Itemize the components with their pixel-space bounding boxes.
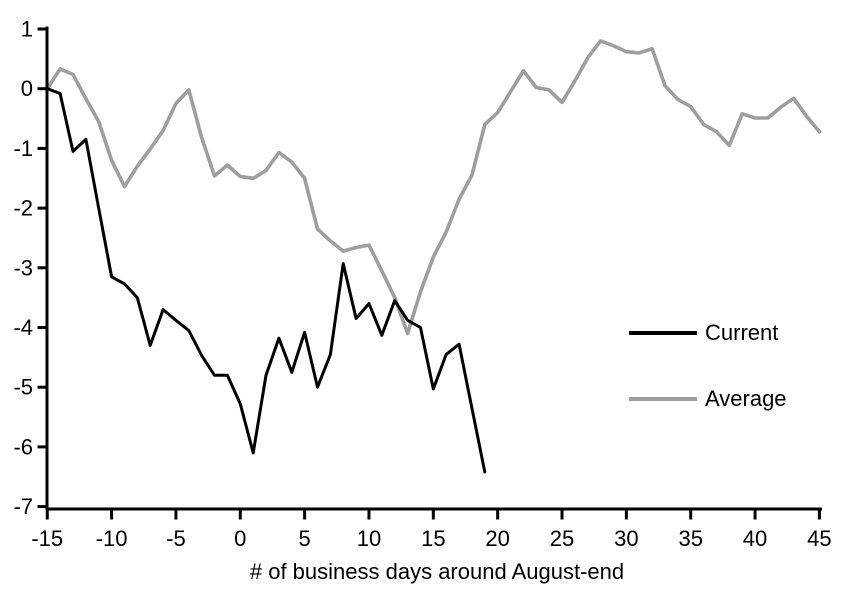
x-tick-label: 20 xyxy=(485,526,509,551)
y-tick-label: 0 xyxy=(21,76,33,101)
x-tick-label: 15 xyxy=(421,526,445,551)
x-tick-label: 40 xyxy=(743,526,767,551)
y-tick-label: -4 xyxy=(13,315,33,340)
average-line-swatch xyxy=(629,397,697,401)
y-tick-label: -3 xyxy=(13,255,33,280)
x-tick-label: -5 xyxy=(166,526,186,551)
x-tick-label: -10 xyxy=(96,526,128,551)
x-tick-label: -15 xyxy=(31,526,63,551)
x-axis-title: # of business days around August-end xyxy=(249,559,625,584)
y-tick-label: -6 xyxy=(13,434,33,459)
current-line-swatch xyxy=(629,331,697,335)
legend-item-current: Current xyxy=(629,320,787,346)
x-tick-label: 5 xyxy=(299,526,311,551)
x-tick-label: 0 xyxy=(234,526,246,551)
y-tick-label: -1 xyxy=(13,136,33,161)
x-tick-label: 25 xyxy=(550,526,574,551)
y-tick-label: -2 xyxy=(13,196,33,221)
average-line xyxy=(45,39,822,336)
x-tick-label: 30 xyxy=(614,526,638,551)
y-tick-label: 1 xyxy=(21,17,33,42)
y-tick-label: -7 xyxy=(13,494,33,519)
legend-item-average: Average xyxy=(629,386,787,412)
x-tick-label: 35 xyxy=(678,526,702,551)
legend-label-current: Current xyxy=(705,320,779,345)
legend: Current Average xyxy=(629,320,787,412)
y-tick-label: -5 xyxy=(13,375,33,400)
current-line xyxy=(45,87,487,474)
x-tick-label: 10 xyxy=(357,526,381,551)
x-tick-label: 45 xyxy=(807,526,831,551)
legend-label-average: Average xyxy=(705,386,787,411)
